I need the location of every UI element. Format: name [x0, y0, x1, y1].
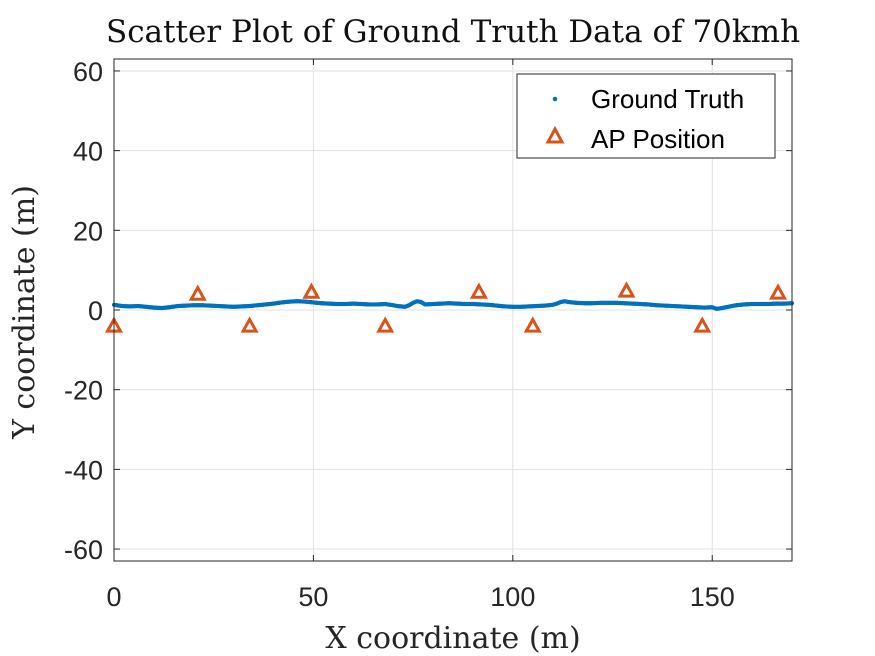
plot-data [104, 281, 795, 333]
y-tick-label: -20 [64, 376, 103, 406]
y-tick-label: -40 [64, 455, 103, 485]
chart-title: Scatter Plot of Ground Truth Data of 70k… [106, 14, 800, 50]
x-tick-label: 0 [106, 582, 121, 612]
y-axis-label: Y coordinate (m) [7, 185, 42, 440]
x-tick-label: 50 [298, 582, 328, 612]
legend-ground-truth-label: Ground Truth [591, 84, 744, 114]
ap-position-marker [188, 284, 207, 301]
ap-position-marker [768, 283, 788, 300]
y-tick-label: 0 [88, 296, 103, 326]
legend-ap-position-marker [545, 125, 565, 144]
ap-position-marker [302, 282, 321, 299]
ap-position-marker [523, 316, 542, 333]
y-tick-label: -60 [64, 535, 103, 565]
ap-position-marker [693, 316, 712, 333]
legend-ground-truth-marker [552, 96, 558, 102]
y-tick-label: 20 [73, 216, 103, 246]
axis-ticks: 0 50 100 150 -60 -40 -20 0 20 40 60 [64, 57, 792, 612]
y-tick-label: 60 [73, 57, 103, 87]
ap-position-marker [617, 281, 636, 298]
x-tick-label: 100 [490, 582, 535, 612]
y-tick-label: 40 [73, 137, 103, 167]
x-tick-label: 150 [690, 582, 735, 612]
legend-box [516, 73, 776, 159]
legend-ap-position-label: AP Position [591, 124, 725, 154]
ap-position-marker [376, 316, 395, 333]
ap-position-marker [240, 316, 259, 333]
legend: Ground Truth AP Position [516, 73, 776, 159]
x-axis-label: X coordinate (m) [325, 621, 580, 656]
ap-position-marker [469, 282, 488, 299]
